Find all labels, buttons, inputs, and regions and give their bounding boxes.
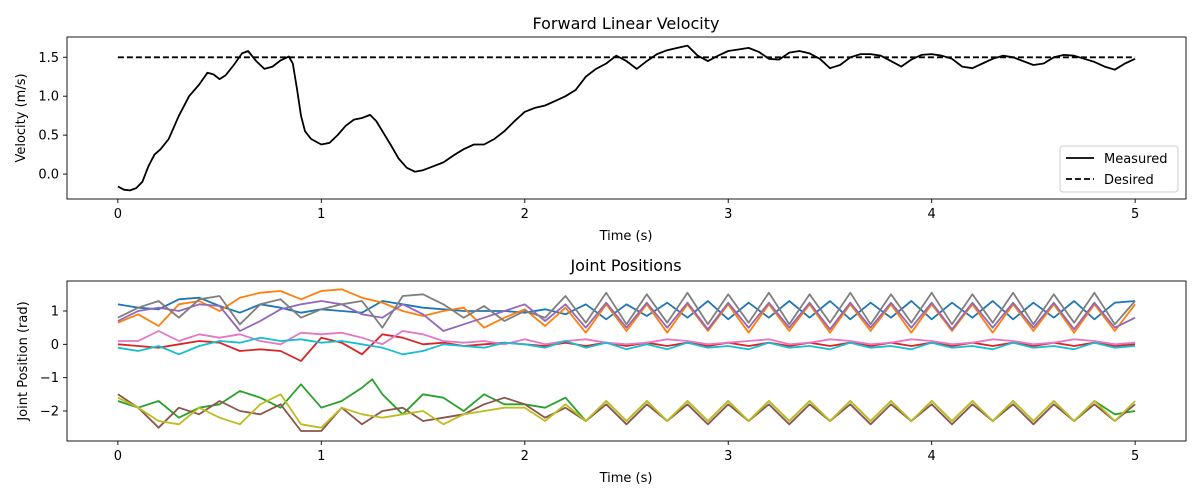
velocity-y-tick-label: 1.0 — [38, 90, 59, 105]
joint-x-tick-label: 1 — [317, 449, 325, 464]
joint-chart-title: Joint Positions — [569, 256, 681, 275]
velocity-x-tick-label: 5 — [1131, 207, 1139, 222]
legend-label-measured: Measured — [1104, 152, 1168, 167]
joint-series-line-9 — [117, 336, 1136, 356]
joint-y-axis-label: Joint Position (rad) — [16, 301, 31, 421]
joint-x-tick-label: 0 — [114, 449, 122, 464]
velocity-plot-area — [67, 37, 1186, 199]
velocity-x-tick-label: 2 — [521, 207, 529, 222]
joint-y-tick-label: −2 — [40, 405, 59, 420]
legend-label-desired: Desired — [1104, 173, 1154, 188]
joint-series-line-7 — [117, 291, 1136, 329]
velocity-chart-title: Forward Linear Velocity — [532, 14, 719, 33]
joint-y-tick-label: 1 — [51, 305, 59, 320]
joint-series-line-1 — [117, 288, 1136, 334]
joint-series-line-4 — [117, 300, 1136, 332]
velocity-y-tick-label: 0.0 — [38, 168, 59, 183]
velocity-x-axis-label: Time (s) — [599, 229, 653, 244]
joint-x-tick-label: 5 — [1131, 449, 1139, 464]
velocity-y-tick-label: 0.5 — [38, 129, 59, 144]
velocity-chart: Forward Linear Velocity 0 1 2 3 4 5 0.0 0.5 1.0 1… — [14, 14, 1187, 244]
velocity-x-tick-label: 4 — [928, 207, 936, 222]
velocity-axes-frame — [66, 36, 1187, 200]
velocity-x-tick-label: 1 — [317, 207, 325, 222]
joint-x-tick-label: 4 — [928, 449, 936, 464]
joint-axes-frame — [66, 280, 1187, 442]
velocity-y-tick-label: 1.5 — [38, 51, 59, 66]
joint-series-line-8 — [117, 393, 1136, 429]
velocity-x-tick-label: 3 — [724, 207, 732, 222]
joint-series-line-5 — [117, 393, 1136, 432]
velocity-x-tick-label: 0 — [114, 207, 122, 222]
joint-positions-chart: Joint Positions 0 1 2 3 4 5 −2 −1 0 1 Time (s) Jo… — [16, 256, 1187, 486]
joint-x-axis-label: Time (s) — [599, 471, 653, 486]
joint-x-tick-label: 2 — [521, 449, 529, 464]
joint-y-tick-label: 0 — [51, 338, 59, 353]
velocity-legend: Measured Desired — [1059, 145, 1179, 193]
velocity-y-axis-label: Velocity (m/s) — [14, 73, 29, 162]
joint-x-tick-label: 3 — [724, 449, 732, 464]
joint-y-tick-label: −1 — [40, 371, 59, 386]
